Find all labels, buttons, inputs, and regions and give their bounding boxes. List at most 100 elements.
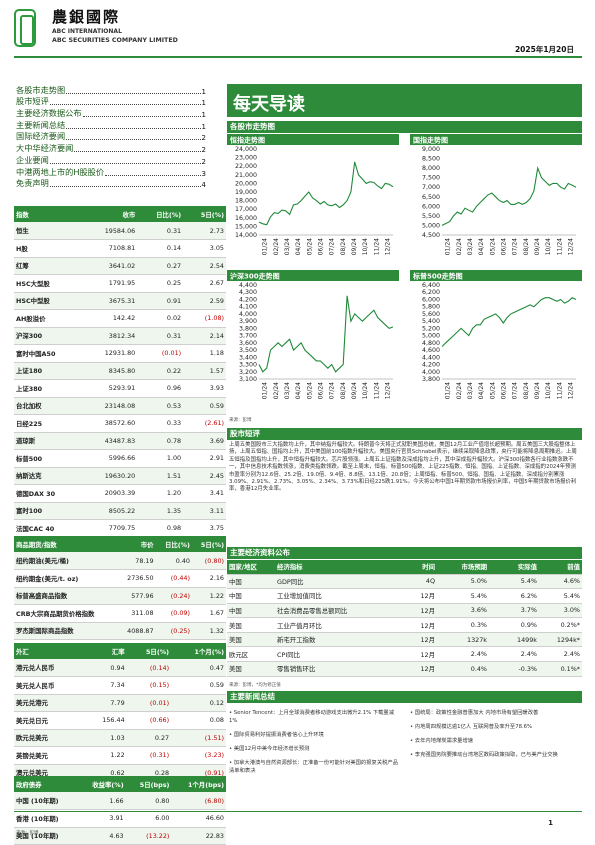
column-header: 政府债券: [14, 776, 78, 792]
column-header: 收市: [82, 206, 138, 222]
table-row: 德国DAX 30 20903.39 1.20 3.41: [14, 484, 226, 503]
row-label: 罗杰斯国际商品指数: [14, 622, 118, 640]
cell-value: 19630.20: [82, 467, 138, 485]
news-item[interactable]: • 李克强国务院要推动台湾地区数码政策拟取，已与美产业交换: [410, 752, 558, 758]
chart-title: 国指走势图: [413, 136, 448, 145]
row-label: 纽约期金(美元/t. oz): [14, 569, 118, 588]
column-header: 市价: [117, 536, 156, 552]
column-header: 1个月(bps): [171, 776, 226, 792]
footer-divider: [14, 811, 582, 812]
table-row: 红筹 3641.02 0.27 2.54: [14, 257, 226, 275]
news-item[interactable]: • Senior Tencent：上月全球消费者移动游戏支出微升2.1% 下载量…: [229, 710, 394, 724]
y-tick-label: 4,600: [422, 347, 440, 354]
toc-item[interactable]: 主要经济数据公布 1: [16, 107, 206, 119]
cell-value: 0.40: [155, 552, 192, 570]
bond-table: 政府债券 收益率(%) 5日(bps) 1个月(bps) 中国 (10年期) 1.66 0.…: [14, 776, 226, 845]
series-line: [441, 297, 577, 347]
news-item[interactable]: • 去年内地煤炭需求量增速: [410, 738, 474, 744]
series-line: [258, 161, 394, 226]
cell-value: 2.67: [183, 274, 226, 293]
toc-page-number: 2: [201, 134, 206, 143]
toc-item[interactable]: 大中华经济要闻 2: [16, 142, 206, 154]
cell-value: 0.12: [171, 694, 226, 712]
series-line: [258, 295, 394, 373]
column-header: 时间: [387, 560, 437, 575]
cell-value: 2.54: [183, 257, 226, 275]
y-tick-label: 3,700: [239, 333, 257, 340]
toc-item[interactable]: 主要新闻总结 1: [16, 119, 206, 131]
toc-item[interactable]: 国际经济要闻 2: [16, 131, 206, 143]
cell-value: 3.41: [183, 484, 226, 503]
chart-panel: 沪深300走势图4,4004,3004,2004,1004,0003,9003,…: [227, 270, 399, 399]
cell-value: 19584.06: [82, 222, 138, 240]
x-tick-label: 05/24: [306, 238, 313, 255]
row-label: 沪深300: [14, 327, 83, 345]
x-tick-label: 09/24: [351, 238, 358, 255]
cell-value: 零售销售环比: [275, 661, 387, 677]
toc-page-number: 2: [201, 146, 206, 155]
cell-value: (1.51): [171, 729, 226, 747]
cell-value: GDP同比: [275, 574, 387, 590]
toc-leader: [49, 104, 201, 106]
x-tick-label: 01/24: [262, 382, 269, 399]
row-label: 日经225: [14, 414, 83, 433]
cell-value: 2.73: [183, 222, 226, 240]
y-tick-label: 15,000: [235, 223, 257, 230]
table-row: 美国 零售销售环比 12月 0.4% -0.3% 0.1%*: [227, 661, 582, 677]
y-tick-label: 3,800: [422, 376, 440, 383]
cell-value: 12931.80: [82, 344, 138, 363]
x-tick-label: 11/24: [556, 238, 563, 255]
news-item[interactable]: • 内地周四规模达逾1亿人 互联网普及率升至78.6%: [410, 724, 533, 730]
cell-value: 0.3%: [437, 617, 489, 633]
toc-item[interactable]: 各股市走势图 1: [16, 84, 206, 96]
row-label: 美国 (10年期): [14, 827, 78, 845]
commodity-table: 商品期货/指数 市价 日比(%) 5日(%) 纽约期油(美元/桶) 78.19 0.40 (0…: [14, 536, 226, 640]
y-tick-label: 5,500: [422, 213, 440, 220]
toc-item[interactable]: 企业要闻 2: [16, 154, 206, 166]
chart-title: 标普500走势图: [412, 272, 463, 281]
toc-page-number: 1: [201, 87, 206, 96]
toc-item[interactable]: 中港两地上市的H股股价 3: [16, 166, 206, 178]
column-header: 5日(%): [191, 536, 226, 552]
cell-value: (0.24): [155, 587, 192, 605]
row-label: 纳斯达克: [14, 467, 83, 485]
cell-value: 工业增加值同比: [275, 588, 387, 604]
x-tick-label: 02/24: [456, 382, 463, 399]
news-item[interactable]: • 美国12月中美今年经济增长预测: [229, 746, 310, 752]
x-tick-label: 04/24: [478, 382, 485, 399]
toc-item-label: 企业要闻: [16, 154, 49, 165]
x-tick-label: 07/24: [329, 238, 336, 255]
news-item[interactable]: • 国际贸易利好提振消费者信心上升环境: [229, 732, 324, 738]
toc-item-label: 免责声明: [16, 178, 49, 189]
column-header: 外汇: [14, 643, 84, 659]
cell-value: 0.31: [137, 222, 184, 240]
table-header-row: 国家/地区 经济指标 时间 市场预期 实际值 前值: [227, 560, 582, 575]
toc-item[interactable]: 免责声明 4: [16, 178, 206, 189]
commentary-text: 上周五美国股市三大指数均上升，其中纳指升幅较大。特朗普今天将正式就职美国总统，美…: [229, 442, 577, 493]
left-source: 来源：彭博: [16, 831, 39, 836]
y-tick-label: 14,000: [235, 232, 257, 239]
toc-item[interactable]: 股市短评 1: [16, 96, 206, 107]
cell-value: 5996.66: [82, 449, 138, 468]
toc-item-label: 中港两地上市的H股股价: [16, 166, 105, 177]
cell-value: 1.57: [183, 362, 226, 380]
x-tick-label: 03/24: [284, 382, 291, 399]
cell-value: 0.4%: [437, 661, 489, 677]
x-tick-label: 02/24: [273, 238, 280, 255]
row-label: 中国: [227, 574, 275, 590]
y-tick-label: 21,000: [235, 172, 257, 179]
news-item[interactable]: • 国统局：政策性金融普惠加大 内地市场有望回暖改善: [410, 710, 539, 716]
cell-value: 1.00: [137, 449, 184, 468]
cell-value: (0.14): [126, 659, 172, 677]
cell-value: 0.31: [137, 327, 184, 345]
table-row: HSC大型股 1791.95 0.25 2.67: [14, 274, 226, 293]
news-item[interactable]: • 加拿大港澳与自然资源部长：正准备一份可能针对美国的报复关税产品清单和表决: [229, 760, 399, 774]
cell-value: (0.15): [126, 676, 172, 695]
cell-value: 6.2%: [489, 588, 539, 604]
cell-value: 0.14: [137, 239, 184, 258]
x-tick-label: 11/24: [556, 382, 563, 399]
row-label: 德国DAX 30: [14, 484, 83, 503]
x-tick-label: 05/24: [306, 382, 313, 399]
cell-value: 8505.22: [82, 502, 138, 520]
